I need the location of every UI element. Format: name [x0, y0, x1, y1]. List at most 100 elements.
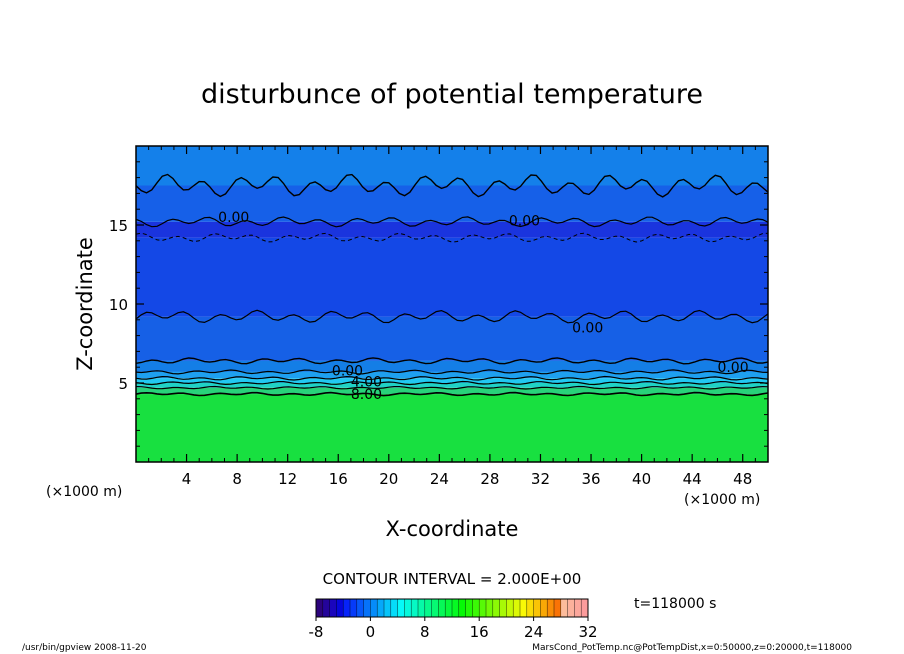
colorbar-segment	[547, 599, 555, 617]
x-tick-label-9: 40	[632, 470, 651, 488]
contour-label-6: 8.00	[351, 387, 382, 403]
colorbar-tick-label-4: 24	[524, 623, 543, 641]
field-band-6	[136, 316, 768, 361]
field-band-4	[136, 371, 768, 379]
colorbar-segment	[384, 599, 392, 617]
colorbar-segment	[316, 599, 324, 617]
colorbar-tick-label-5: 32	[578, 623, 597, 641]
colorbar-segment	[418, 599, 426, 617]
colorbar-segment	[377, 599, 385, 617]
x-tick-label-2: 12	[278, 470, 297, 488]
colorbar-segment	[526, 599, 535, 617]
colorbar-tick-label-0: -8	[309, 623, 324, 641]
x-tick-label-7: 32	[531, 470, 550, 488]
y-axis-label: Z-coordinate	[73, 237, 97, 371]
x-unit-left: (×1000 m)	[46, 484, 122, 500]
contour-line-1	[136, 385, 768, 390]
colorbar-segment	[363, 599, 371, 617]
contour-label-3: 0.00	[332, 363, 363, 379]
x-unit-right: (×1000 m)	[684, 492, 760, 508]
colorbar	[315, 599, 589, 617]
y-tick-label-0: 5	[118, 375, 128, 393]
colorbar-segment	[560, 599, 569, 617]
field-band-5	[136, 360, 768, 372]
colorbar-tick-label-1: 0	[366, 623, 376, 641]
colorbar-segment	[458, 599, 467, 617]
contour-line-5	[136, 357, 768, 365]
contour-interval: CONTOUR INTERVAL = 2.000E+00	[323, 570, 582, 588]
plot-area	[136, 146, 768, 462]
colorbar-segment	[499, 599, 507, 617]
contour-line-2	[136, 380, 768, 386]
colorbar-tick-label-2: 8	[420, 623, 430, 641]
colorbar-segment	[554, 599, 562, 617]
x-axis-label: X-coordinate	[386, 517, 519, 541]
colorbar-segment	[397, 599, 405, 617]
colorbar-segment	[465, 599, 473, 617]
colorbar-ticks: -8 0 8 16 24 32	[309, 617, 598, 641]
colorbar-segment	[472, 599, 480, 617]
contour-line-8	[136, 216, 768, 228]
colorbar-segment	[343, 599, 351, 617]
x-tick-label-10: 44	[683, 470, 702, 488]
field-band-10	[136, 146, 768, 186]
colorbar-segment	[431, 599, 439, 617]
colorbar-segment	[390, 599, 399, 617]
contour-label-0: 0.00	[218, 210, 249, 226]
colorbar-segment	[533, 599, 541, 617]
colorbar-segment	[452, 599, 460, 617]
colorbar-segment	[506, 599, 514, 617]
x-tick-label-1: 8	[232, 470, 242, 488]
colorbar-segment	[411, 599, 419, 617]
colorbar-segment	[356, 599, 365, 617]
x-tick-label-4: 20	[379, 470, 398, 488]
colorbar-segment	[574, 599, 582, 617]
x-tick-label-11: 48	[733, 470, 752, 488]
contour-label-1: 0.00	[509, 213, 540, 229]
colorbar-segment	[445, 599, 453, 617]
colorbar-segment	[350, 599, 358, 617]
colorbar-segment	[404, 599, 412, 617]
y-axis: 5 10 15	[109, 161, 768, 447]
contour-label-2: 0.00	[572, 321, 603, 337]
contour-line-9	[136, 173, 768, 198]
colorbar-segment	[520, 599, 528, 617]
time-label: t=118000 s	[634, 596, 716, 612]
footer-left: /usr/bin/gpview 2008-11-20	[22, 643, 147, 653]
colorbar-segment	[424, 599, 433, 617]
x-tick-label-6: 28	[480, 470, 499, 488]
field-band-9	[136, 185, 768, 222]
x-tick-label-0: 4	[182, 470, 192, 488]
contour-line-3	[136, 375, 768, 381]
colorbar-segment	[322, 599, 331, 617]
colorbar-segment	[581, 599, 589, 617]
field-band-3	[136, 378, 768, 383]
colorbar-segment	[492, 599, 501, 617]
colorbar-segment	[336, 599, 344, 617]
colorbar-segment	[540, 599, 548, 617]
x-axis: 4 8 12 16 20 24 28 32 36 40 44 48	[148, 146, 756, 488]
field-band-0	[136, 394, 768, 462]
contour-line-4	[136, 369, 768, 375]
x-tick-label-8: 36	[581, 470, 600, 488]
x-tick-label-3: 16	[329, 470, 348, 488]
colorbar-segment	[567, 599, 575, 617]
colorbar-segment	[438, 599, 446, 617]
colorbar-tick-label-3: 16	[470, 623, 489, 641]
x-tick-label-5: 24	[430, 470, 449, 488]
colorbar-segment	[513, 599, 521, 617]
colorbar-segment	[370, 599, 378, 617]
colorbar-segment	[486, 599, 494, 617]
contour-lines	[136, 173, 768, 397]
chart-title: disturbunce of potential temperature	[201, 79, 703, 110]
y-tick-label-1: 10	[109, 296, 128, 314]
contour-line-7	[136, 232, 768, 243]
contour-line-0	[136, 391, 768, 397]
colorbar-frame	[315, 598, 589, 618]
field-band-8	[136, 221, 768, 238]
contour-labels: 0.00 0.000.000.00 0.004.008.00	[218, 210, 748, 403]
field-band-1	[136, 387, 768, 395]
contour-label-5: 4.00	[351, 374, 382, 390]
contour-label-4: 0.00	[717, 360, 748, 376]
